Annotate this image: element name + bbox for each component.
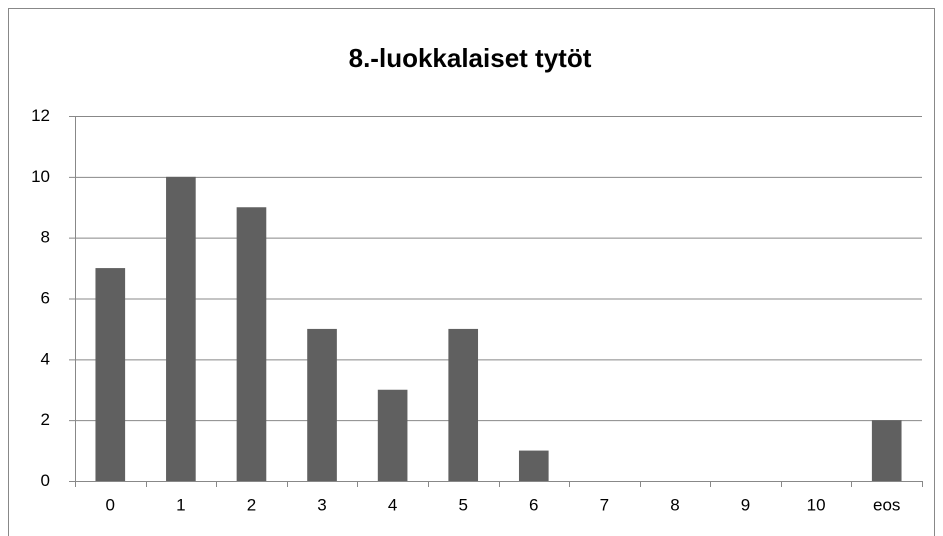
bar bbox=[95, 268, 126, 481]
chart-title: 8.-luokkalaiset tytöt bbox=[349, 43, 592, 73]
x-tick-label: 9 bbox=[741, 495, 750, 514]
bar bbox=[236, 207, 267, 481]
x-tick-label: 0 bbox=[106, 495, 115, 514]
x-tick-label: 6 bbox=[529, 495, 538, 514]
bar bbox=[166, 176, 196, 482]
y-tick-label: 4 bbox=[41, 349, 50, 368]
x-tick-label: 7 bbox=[600, 495, 609, 514]
x-tick-label: 1 bbox=[176, 495, 185, 514]
y-tick-label: 12 bbox=[31, 106, 50, 125]
bar bbox=[871, 420, 902, 481]
y-tick-label: 0 bbox=[41, 471, 50, 490]
x-tick-label: eos bbox=[873, 495, 900, 514]
bar bbox=[307, 328, 337, 481]
y-tick-label: 6 bbox=[41, 288, 50, 307]
x-tick-label: 2 bbox=[247, 495, 256, 514]
y-tick-label: 2 bbox=[41, 410, 50, 429]
y-tick-label: 10 bbox=[31, 167, 50, 186]
x-tick-label: 8 bbox=[670, 495, 679, 514]
x-tick-label: 3 bbox=[317, 495, 326, 514]
x-tick-label: 5 bbox=[458, 495, 467, 514]
x-tick-label: 4 bbox=[388, 495, 397, 514]
y-tick-label: 8 bbox=[41, 228, 50, 247]
bar bbox=[518, 450, 549, 481]
bar bbox=[377, 389, 408, 481]
x-tick-label: 10 bbox=[807, 495, 826, 514]
bar bbox=[448, 328, 479, 481]
